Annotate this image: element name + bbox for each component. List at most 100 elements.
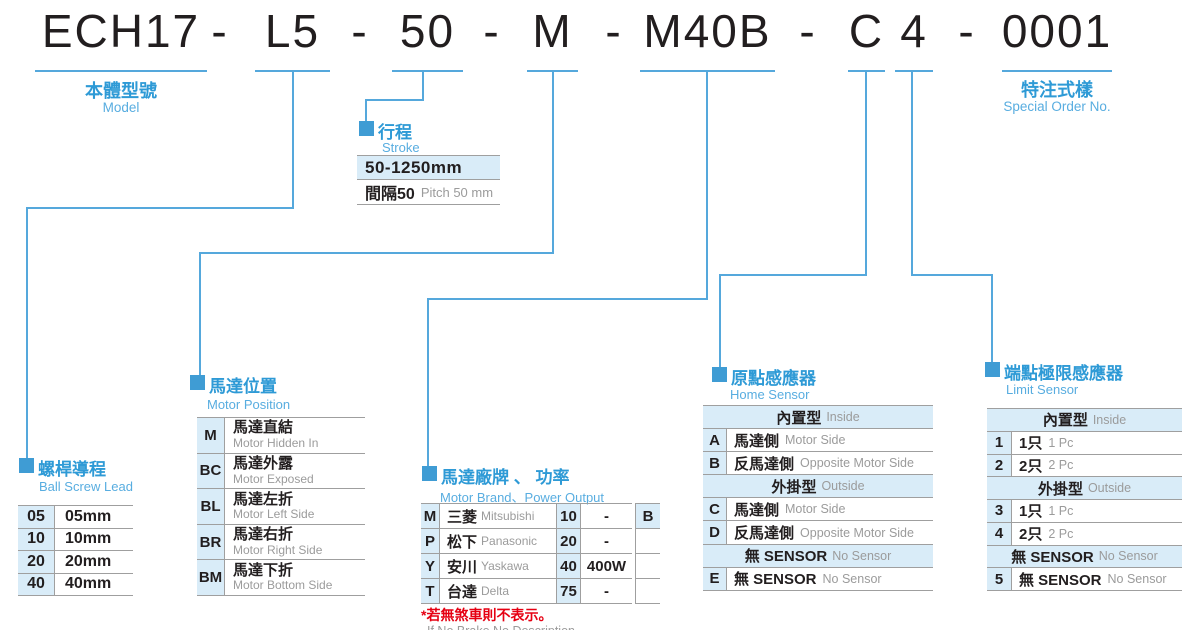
power-value: - xyxy=(604,582,609,600)
code-segment-stroke: 50 xyxy=(399,5,456,57)
sensor-desc-en: 1 Pc xyxy=(1048,503,1074,518)
model-label-zh: 本體型號 xyxy=(85,81,157,101)
brand-name: 台達 Delta xyxy=(440,579,557,603)
section-zh: 無 SENSOR xyxy=(1011,548,1094,566)
stroke-range-value: 50-1250mm xyxy=(365,157,463,177)
table-row: Y 安川 Yaskawa 40 400W xyxy=(421,554,632,579)
brand-code: T xyxy=(421,579,440,603)
limit-sensor-table: 內置型 Inside 1 1只 1 Pc 2 2只 2 Pc 外掛型 Outsi… xyxy=(987,408,1182,591)
section-en: Outside xyxy=(821,479,865,494)
connector-home-sensor-h xyxy=(719,274,867,276)
motor-brand-heading-en: Motor Brand、Power Output xyxy=(440,490,605,505)
table-row: E 無 SENSOR No Sensor xyxy=(703,567,933,591)
position-desc-en: Motor Right Side xyxy=(233,542,323,557)
connector-limit-sensor-h xyxy=(911,274,993,276)
sensor-desc-en: Opposite Motor Side xyxy=(800,525,914,540)
position-desc: 馬達右折 Motor Right Side xyxy=(225,525,322,560)
sensor-desc-en: Motor Side xyxy=(785,433,846,448)
sensor-desc-zh: 2只 xyxy=(1019,457,1043,475)
brake-footnote-en: If No Brake No Description xyxy=(427,624,575,630)
brand-name-zh: 三菱 xyxy=(447,508,478,526)
stroke-pitch-en: Pitch 50 mm xyxy=(420,184,494,200)
stroke-pitch-row: 間隔50 Pitch 50 mm xyxy=(357,180,500,205)
section-marker-icon xyxy=(19,458,34,473)
lead-code: 20 xyxy=(18,551,55,573)
table-row: 05 05mm xyxy=(18,506,133,529)
table-row: 4 2只 2 Pc xyxy=(987,522,1182,546)
motor-position-table: M 馬達直結 Motor Hidden In BC 馬達外露 Motor Exp… xyxy=(197,417,365,596)
section-zh: 無 SENSOR xyxy=(744,548,828,566)
table-row: 5 無 SENSOR No Sensor xyxy=(987,568,1182,591)
section-marker-icon xyxy=(359,121,374,136)
brake-code-cell xyxy=(636,554,660,579)
stroke-heading-en: Stroke xyxy=(382,140,420,155)
power-value: - xyxy=(604,532,609,550)
brand-name: 安川 Yaskawa xyxy=(440,554,557,578)
underline-limit-sensor xyxy=(895,70,933,72)
dash-separator: - xyxy=(483,5,501,57)
position-desc-zh: 馬達下折 xyxy=(233,561,294,579)
code-segment-motor-position: M xyxy=(532,5,573,57)
connector-lead-v1 xyxy=(292,71,294,209)
sensor-code: 5 xyxy=(987,568,1012,590)
section-en: Outside xyxy=(1087,481,1132,496)
dash-separator: - xyxy=(958,5,976,57)
section-en: Inside xyxy=(1092,412,1127,427)
motor-brand-table: M 三菱 Mitsubishi 10 - P 松下 Panasonic 20 -… xyxy=(421,503,632,604)
sensor-code: B xyxy=(703,452,727,475)
connector-home-sensor-v2 xyxy=(719,274,721,368)
section-zh: 外掛型 xyxy=(1037,480,1083,498)
table-row: 1 1只 1 Pc xyxy=(987,431,1182,455)
code-segment-limit-sensor: 4 xyxy=(900,5,928,57)
section-zh: 內置型 xyxy=(776,409,822,427)
power-value: - xyxy=(604,507,609,525)
sensor-desc-zh: 無 SENSOR xyxy=(734,571,817,589)
stroke-table: 50-1250mm 間隔50 Pitch 50 mm xyxy=(357,155,500,205)
sensor-desc-zh: 無 SENSOR xyxy=(1019,571,1102,589)
sensor-code: A xyxy=(703,429,727,452)
section-marker-icon xyxy=(422,466,437,481)
section-row: 無 SENSOR No Sensor xyxy=(987,545,1182,569)
table-row: M 三菱 Mitsubishi 10 - xyxy=(421,504,632,529)
sensor-desc-en: 2 Pc xyxy=(1048,526,1074,541)
sensor-desc-en: No Sensor xyxy=(1107,572,1167,587)
section-en: No Sensor xyxy=(832,548,892,563)
position-desc: 馬達直結 Motor Hidden In xyxy=(225,418,318,453)
stroke-range-row: 50-1250mm xyxy=(357,156,500,180)
position-code: BL xyxy=(197,489,225,524)
sensor-desc-en: Opposite Motor Side xyxy=(800,456,914,471)
table-row: 10 10mm xyxy=(18,528,133,551)
power-code: 40 xyxy=(557,554,581,578)
table-row: BC 馬達外露 Motor Exposed xyxy=(197,453,365,490)
underline-special-order xyxy=(1002,70,1112,72)
sensor-code: 4 xyxy=(987,522,1012,545)
sensor-desc-en: 2 Pc xyxy=(1048,458,1074,473)
underline-model xyxy=(35,70,207,72)
section-zh: 內置型 xyxy=(1042,412,1088,430)
brake-code-cell xyxy=(636,529,660,554)
section-row: 內置型 Inside xyxy=(987,409,1182,432)
sensor-code: C xyxy=(703,498,727,521)
brake-code-cell xyxy=(636,579,660,604)
brand-name-en: Yaskawa xyxy=(481,559,529,573)
brand-name-en: Mitsubishi xyxy=(481,509,535,523)
power-code: 10 xyxy=(557,504,581,528)
code-segment-home-sensor: C xyxy=(848,5,885,57)
lead-code: 40 xyxy=(18,573,55,595)
ball-screw-lead-table: 05 05mm 10 10mm 20 20mm 40 40mm xyxy=(18,505,133,596)
lead-value: 40mm xyxy=(65,575,112,593)
brand-name: 松下 Panasonic xyxy=(440,529,557,553)
limit-sensor-heading-en: Limit Sensor xyxy=(1006,382,1079,397)
position-code: BR xyxy=(197,524,225,560)
table-row: 2 2只 2 Pc xyxy=(987,454,1182,478)
position-desc-zh: 馬達左折 xyxy=(233,490,294,508)
special-order-label-zh: 特注式樣 xyxy=(1021,80,1093,100)
brand-code: M xyxy=(421,504,440,528)
section-en: Inside xyxy=(826,410,860,425)
brand-name-en: Delta xyxy=(481,584,510,598)
table-row: T 台達 Delta 75 - xyxy=(421,579,632,604)
sensor-desc-zh: 1只 xyxy=(1019,503,1043,521)
sensor-desc-zh: 1只 xyxy=(1019,435,1043,453)
section-marker-icon xyxy=(985,362,1000,377)
connector-motor-position-h xyxy=(199,252,554,254)
